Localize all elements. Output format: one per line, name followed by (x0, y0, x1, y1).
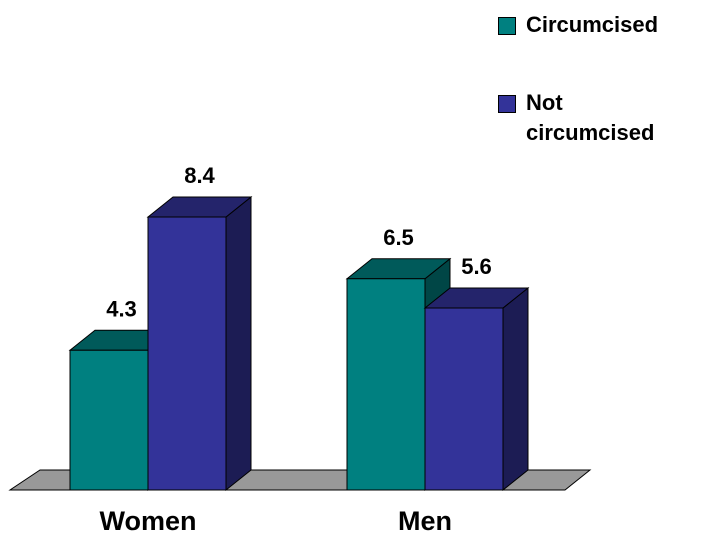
legend-swatch (498, 95, 516, 113)
legend-swatch (498, 17, 516, 35)
bar-front (147, 216, 227, 491)
data-label: 5.6 (461, 254, 492, 279)
data-label: 6.5 (383, 225, 414, 250)
x-tick-label: Men (398, 506, 452, 536)
legend-item: Circumcised (498, 10, 698, 40)
bar (423, 286, 530, 492)
data-label: 4.3 (106, 296, 137, 321)
legend-label: Not circumcised (526, 90, 655, 145)
legend-item: Not circumcised (498, 88, 698, 148)
bar-front (346, 278, 426, 491)
bar-front (424, 307, 504, 491)
bar-front (69, 349, 149, 491)
bar (146, 195, 253, 492)
x-tick-label: Women (99, 506, 196, 536)
bar-side (225, 195, 252, 492)
data-label: 8.4 (184, 163, 215, 188)
legend-label: Circumcised (526, 12, 659, 37)
bar-side (502, 286, 529, 492)
